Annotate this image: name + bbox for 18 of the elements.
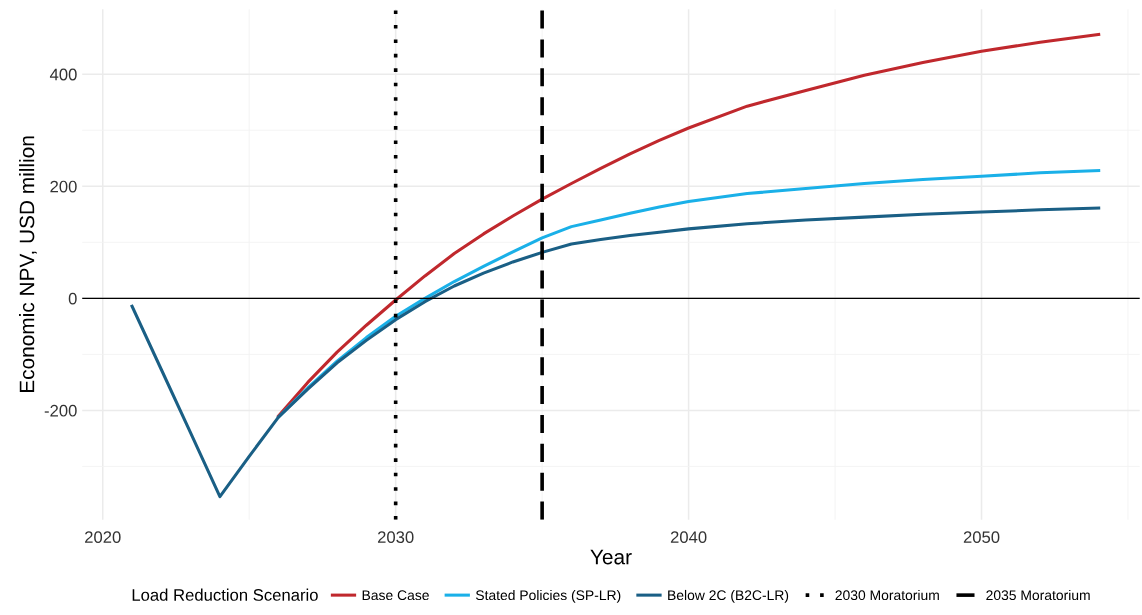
legend-label: 2035 Moratorium — [986, 589, 1090, 601]
y-tick-label: 400 — [49, 68, 77, 81]
y-tick-label: 200 — [50, 180, 77, 193]
x-tick-label: 2040 — [670, 531, 707, 544]
line-series — [276, 32, 1101, 418]
x-tick-label: 2030 — [377, 531, 414, 544]
x-tick-label: 2050 — [963, 531, 1000, 544]
y-axis-title: Economic NPV, USD million — [19, 136, 37, 393]
x-tick-label: 2020 — [85, 531, 121, 544]
line-series — [130, 206, 1101, 499]
y-tick-label: 0 — [68, 292, 77, 305]
legend-title: Load Reduction Scenario — [132, 588, 318, 601]
y-tick-label: -200 — [44, 404, 77, 417]
legend-label: Base Case — [362, 590, 429, 601]
legend-label: 2030 Moratorium — [835, 589, 939, 601]
legend-label: Below 2C (B2C-LR) — [668, 589, 789, 603]
legend-label: Stated Policies (SP-LR) — [475, 589, 621, 603]
x-axis-title: Year — [590, 549, 632, 565]
